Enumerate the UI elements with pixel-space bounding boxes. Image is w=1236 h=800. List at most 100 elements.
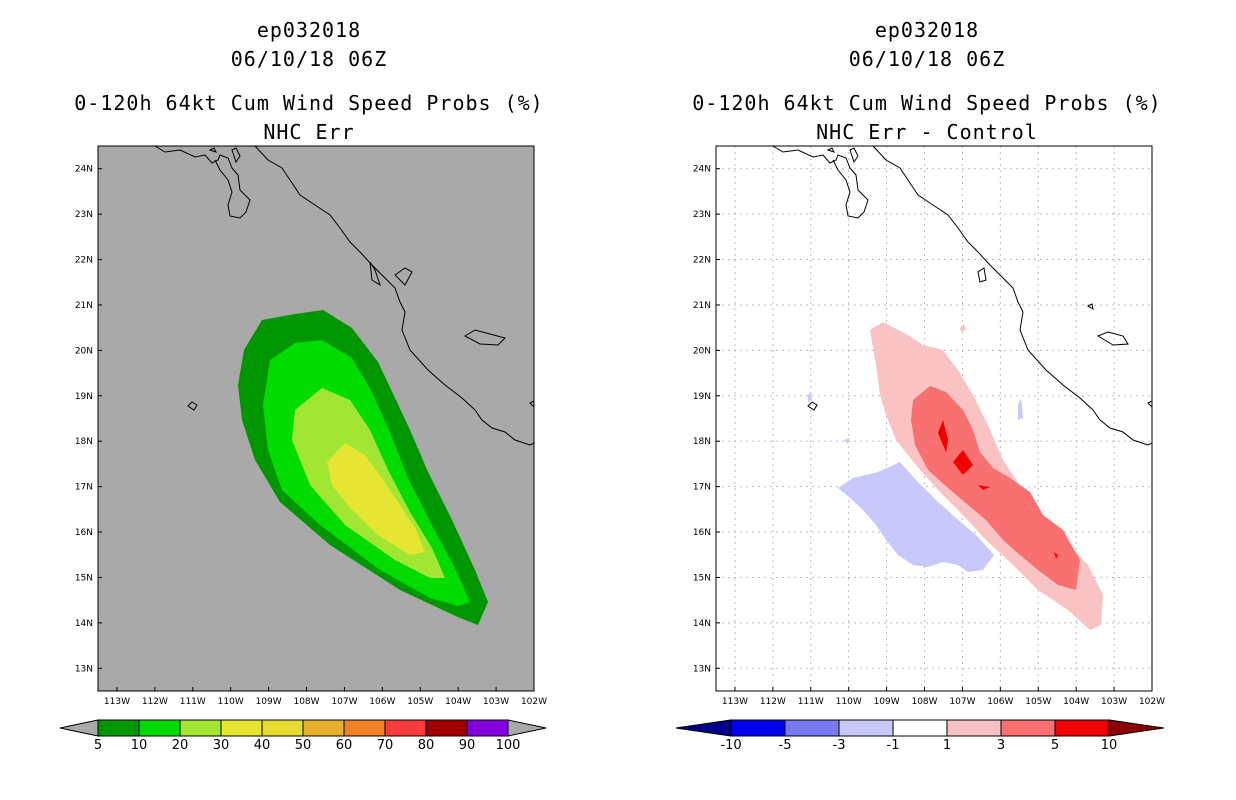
lon-label: 106W [369,697,395,707]
colorbar-box [220,719,263,737]
colorbar-left-arrow [675,719,732,737]
plot-frame [715,145,1153,692]
lon-label: 105W [1025,697,1051,707]
colorbar-box [261,719,304,737]
lat-label: 23N [75,210,93,220]
latitude-labels: 24N 23N 22N 21N 20N 19N 18N 17N 16N 15N 14N 13N [693,165,720,674]
lon-label: 107W [331,697,357,707]
lon-label: 106W [987,697,1013,707]
colorbar-label: 20 [172,738,189,753]
right-map-svg: 24N 23N 22N 21N 20N 19N 18N 17N 16N 15N 14N 13N 113… [675,145,1165,753]
colorbar-box [1054,719,1110,737]
lat-label: 23N [693,210,711,220]
longitude-labels: 113W 112W 111W 110W 109W 108W 107W 106W 105W 104W… [722,687,1165,707]
colorbar-right-arrow [1108,719,1165,737]
lon-label: 111W [180,697,206,707]
lat-label: 16N [75,528,93,538]
storm-id-title: ep032018 [874,18,980,42]
contour-positive-5d [1054,552,1058,559]
date-time-title: 06/10/18 06Z [230,47,388,71]
contour-positive-5a [938,420,948,452]
lon-label: 104W [1063,697,1089,707]
lat-label: 24N [693,165,711,175]
lat-label: 19N [693,392,711,402]
colorbar-label: 70 [377,738,394,753]
colorbar-label: -1 [887,738,900,753]
colorbar-box [302,719,345,737]
colorbar-box [466,719,509,737]
lat-label: 13N [75,664,93,674]
lon-label: 110W [836,697,862,707]
lat-label: 14N [693,619,711,629]
colorbar-label: -5 [779,738,792,753]
colorbar-label: 5 [1051,738,1059,753]
lon-label: 111W [798,697,824,707]
longitude-labels: 113W 112W 111W 110W 109W 108W 107W 106W 105W 104W… [104,687,547,707]
colorbar-label: -10 [720,738,741,753]
lon-label: 112W [142,697,168,707]
lat-label: 15N [693,573,711,583]
lon-label: 102W [1139,697,1165,707]
lon-label: 110W [218,697,244,707]
subtitle: NHC Err - Control [816,120,1038,144]
contour-positive-3 [911,386,1080,590]
colorbar-label: 40 [254,738,271,753]
colorbar-label: 60 [336,738,353,753]
coastline [154,145,535,446]
product-title: 0-120h 64kt Cum Wind Speed Probs (%) [74,91,544,115]
lat-label: 21N [693,301,711,311]
lat-label: 22N [693,256,711,266]
contour-30 [327,443,425,555]
colorbar-label: 30 [213,738,230,753]
difference-contours [808,322,1103,630]
lon-label: 108W [911,697,937,707]
colorbar-label: 10 [1101,738,1118,753]
lon-label: 113W [722,697,748,707]
contour-negative-1c [844,438,850,444]
colorbar-right-arrow [507,719,547,737]
lat-label: 16N [693,528,711,538]
colorbar: -10 -5 -3 -1 1 3 5 10 [675,719,1165,753]
probability-contours [238,310,488,625]
lat-label: 24N [75,165,93,175]
colorbar-label: 3 [997,738,1005,753]
right-map-panel: ep032018 06/10/18 06Z 0-120h 64kt Cum Wi… [618,0,1236,800]
subtitle: NHC Err [263,120,355,144]
colorbar-label: 90 [459,738,476,753]
colorbar-box [97,719,140,737]
lat-label: 17N [75,483,93,493]
lon-label: 103W [483,697,509,707]
colorbar-box [730,719,786,737]
date-time-title: 06/10/18 06Z [848,47,1006,71]
colorbar-box [179,719,222,737]
contour-negative-1b [808,392,812,402]
lon-label: 104W [445,697,471,707]
colorbar-box [946,719,1002,737]
colorbar-box [425,719,468,737]
lat-label: 18N [75,437,93,447]
colorbar-box [1000,719,1056,737]
lat-label: 18N [693,437,711,447]
lon-label: 102W [521,697,547,707]
lat-label: 21N [75,301,93,311]
lat-label: 20N [75,346,93,356]
colorbar-box [784,719,840,737]
contour-positive-1b [960,324,966,332]
lon-label: 103W [1101,697,1127,707]
colorbar-label: -3 [833,738,846,753]
lon-label: 109W [256,697,282,707]
lon-label: 112W [760,697,786,707]
lat-label: 20N [693,346,711,356]
colorbar-box [838,719,894,737]
product-title: 0-120h 64kt Cum Wind Speed Probs (%) [692,91,1162,115]
lat-label: 22N [75,256,93,266]
left-map-panel: ep032018 06/10/18 06Z 0-120h 64kt Cum Wi… [59,18,547,753]
lon-label: 108W [293,697,319,707]
left-map-svg: 24N 23N 22N 21N 20N 19N 18N 17N 16N 15N 14N 13N 113… [59,145,547,753]
colorbar-left-arrow [59,719,99,737]
lat-label: 13N [693,664,711,674]
latitude-labels: 24N 23N 22N 21N 20N 19N 18N 17N 16N 15N 14N 13N [75,165,102,674]
contour-negative-1 [838,462,994,572]
plot-frame [97,145,535,692]
lon-label: 113W [104,697,130,707]
